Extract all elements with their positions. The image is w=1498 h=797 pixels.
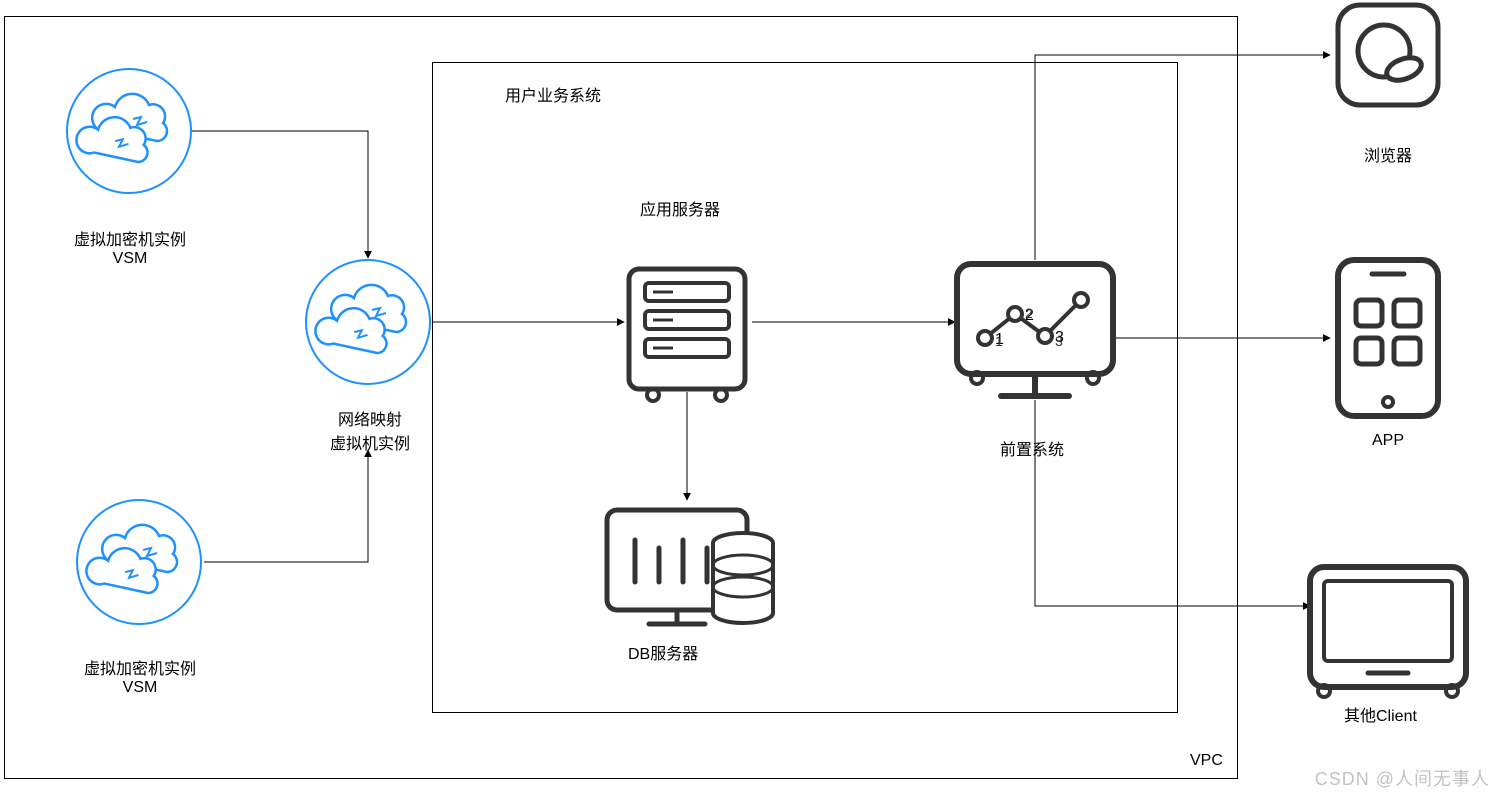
- svg-text:1: 1: [995, 333, 1003, 349]
- cloud-icon: [306, 260, 430, 384]
- cloud-icon: [67, 69, 191, 193]
- tablet-icon: [1310, 567, 1466, 697]
- browser-icon: [1338, 5, 1438, 105]
- app-icon: [1338, 260, 1438, 416]
- cloud-icon: [77, 500, 201, 624]
- diagram-svg: 123123: [0, 0, 1498, 797]
- svg-text:3: 3: [1055, 333, 1063, 349]
- monitor-icon: 123123: [957, 264, 1113, 396]
- server-icon: [629, 269, 745, 401]
- svg-text:2: 2: [1025, 305, 1033, 321]
- db-icon: [607, 510, 773, 624]
